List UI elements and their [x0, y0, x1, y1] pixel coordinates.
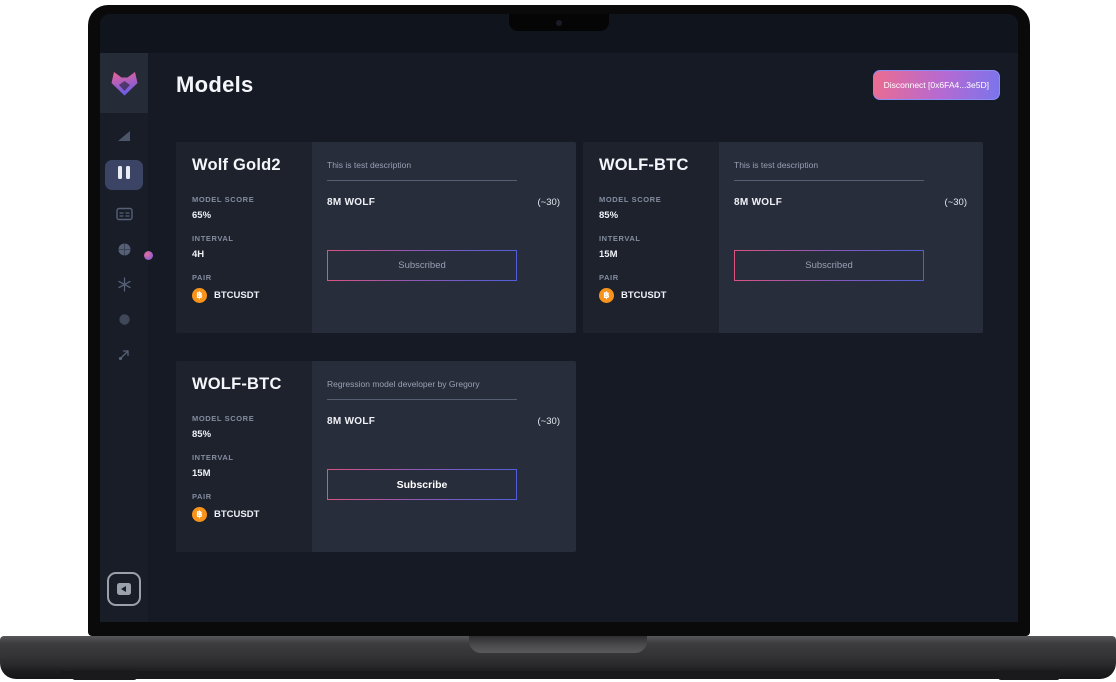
laptop-screen-bezel: Models Disconnect [0x6FA4...3e5D] Wolf G… — [88, 5, 1030, 636]
camera-dot — [556, 19, 562, 26]
token-value: (~30) — [537, 416, 560, 427]
circle-icon — [118, 313, 130, 325]
divider — [327, 399, 517, 400]
wallet-card-icon — [115, 207, 133, 221]
model-card: WOLF-BTC MODEL SCORE 85% INTERVAL 15M PA… — [176, 361, 576, 552]
token-amount: 8M WOLF — [327, 197, 376, 208]
model-description: This is test description — [327, 160, 412, 170]
sidebar-item-wallet[interactable] — [105, 203, 143, 225]
model-score-value: 85% — [599, 210, 619, 221]
sidebar-nav — [100, 125, 148, 365]
pair-value: BTCUSDT — [621, 290, 667, 301]
wolf-logo-icon — [111, 71, 137, 95]
token-amount: 8M WOLF — [734, 197, 783, 208]
interval-label: INTERVAL — [599, 234, 641, 243]
subscribe-button[interactable]: Subscribe — [327, 469, 517, 500]
main-content: Models Disconnect [0x6FA4...3e5D] Wolf G… — [148, 53, 1018, 622]
divider — [327, 180, 517, 181]
sidebar-item-status[interactable] — [105, 308, 143, 330]
laptop-lid-groove — [469, 636, 647, 653]
interval-value: 4H — [192, 249, 205, 260]
camera-notch — [509, 14, 609, 31]
model-description: Regression model developer by Gregory — [327, 379, 480, 389]
globe-icon — [118, 243, 130, 255]
model-card: Wolf Gold2 MODEL SCORE 65% INTERVAL 4H P… — [176, 142, 576, 333]
subscribed-button[interactable]: Subscribed — [734, 250, 924, 281]
model-score-label: MODEL SCORE — [192, 195, 255, 204]
models-pause-icon — [118, 166, 130, 184]
pair-label: PAIR — [599, 273, 619, 282]
model-title: WOLF-BTC — [192, 375, 282, 393]
model-score-value: 65% — [192, 210, 212, 221]
app-logo[interactable] — [100, 53, 148, 113]
pair-label: PAIR — [192, 273, 212, 282]
laptop-base — [0, 636, 1116, 679]
bitcoin-icon: ฿ — [192, 288, 207, 303]
bitcoin-icon: ฿ — [599, 288, 614, 303]
notification-dot — [144, 251, 153, 260]
laptop-foot-left — [72, 670, 137, 680]
share-arrow-icon — [118, 350, 129, 361]
token-amount: 8M WOLF — [327, 416, 376, 427]
sidebar-item-snowflake[interactable] — [105, 273, 143, 295]
disconnect-wallet-button[interactable]: Disconnect [0x6FA4...3e5D] — [872, 70, 1000, 100]
token-value: (~30) — [537, 197, 560, 208]
model-score-label: MODEL SCORE — [192, 414, 255, 423]
token-value: (~30) — [944, 197, 967, 208]
model-description: This is test description — [734, 160, 819, 170]
model-score-value: 85% — [192, 429, 212, 440]
interval-value: 15M — [192, 468, 211, 479]
interval-label: INTERVAL — [192, 234, 234, 243]
pair-label: PAIR — [192, 492, 212, 501]
snowflake-icon — [117, 276, 131, 292]
interval-value: 15M — [599, 249, 618, 260]
pair-value: BTCUSDT — [214, 509, 260, 520]
model-score-label: MODEL SCORE — [599, 195, 662, 204]
model-title: Wolf Gold2 — [192, 156, 281, 174]
app-root: Models Disconnect [0x6FA4...3e5D] Wolf G… — [100, 14, 1018, 622]
sidebar-item-globe[interactable] — [105, 238, 143, 260]
subscribed-button[interactable]: Subscribed — [327, 250, 517, 281]
divider — [734, 180, 924, 181]
logout-icon — [117, 583, 131, 595]
bitcoin-icon: ฿ — [192, 507, 207, 522]
sidebar-item-share[interactable] — [105, 343, 143, 365]
model-card: WOLF-BTC MODEL SCORE 85% INTERVAL 15M PA… — [583, 142, 983, 333]
model-cards-grid: Wolf Gold2 MODEL SCORE 65% INTERVAL 4H P… — [176, 142, 1000, 552]
sidebar — [100, 53, 153, 622]
laptop-foot-right — [998, 670, 1060, 680]
interval-label: INTERVAL — [192, 453, 234, 462]
model-title: WOLF-BTC — [599, 156, 689, 174]
page-title: Models — [176, 72, 254, 97]
sidebar-item-stats[interactable] — [105, 125, 143, 147]
logout-button[interactable] — [107, 572, 141, 606]
app-window: Models Disconnect [0x6FA4...3e5D] Wolf G… — [100, 14, 1018, 622]
signal-chart-icon — [117, 131, 130, 141]
pair-value: BTCUSDT — [214, 290, 260, 301]
sidebar-item-models[interactable] — [105, 160, 143, 190]
page-header: Models Disconnect [0x6FA4...3e5D] — [176, 63, 1000, 107]
